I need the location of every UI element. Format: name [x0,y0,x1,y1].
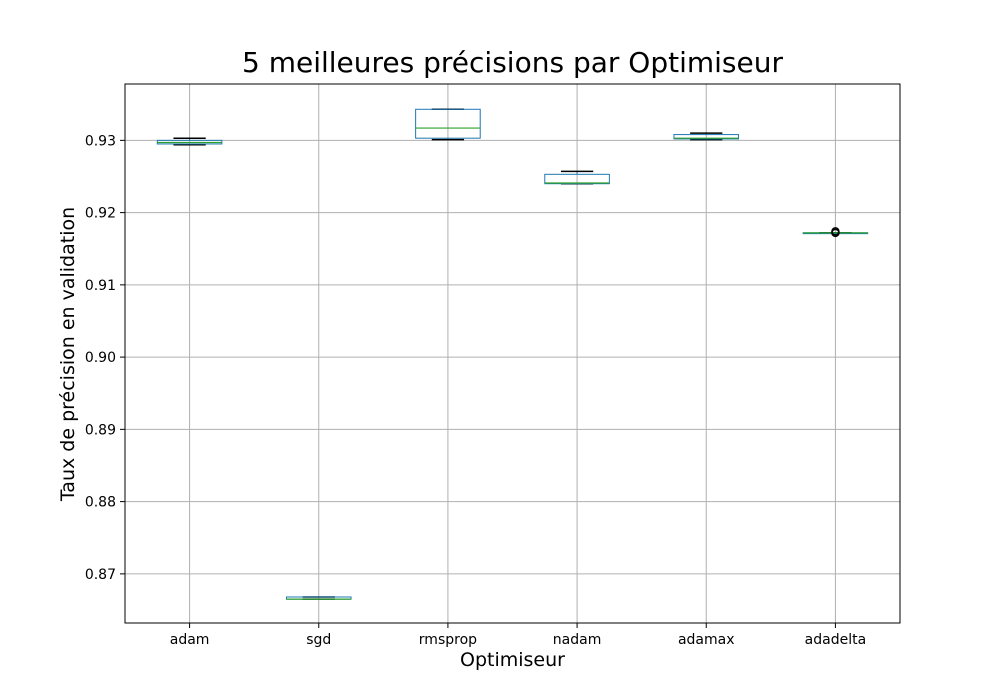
y-tick-label: 0.91 [85,278,116,294]
box-body [415,108,481,139]
y-tick-label: 0.92 [85,206,116,222]
y-tick-label: 0.90 [85,350,116,366]
x-axis-label: Optimiseur [460,649,565,671]
y-tick-label: 0.88 [85,495,116,511]
x-tick-label: sgd [306,632,331,648]
plot-frame [124,83,901,624]
box-body [673,134,740,140]
x-tick-label: rmsprop [419,632,477,648]
x-tick-label: nadam [553,632,602,648]
x-tick-label: adadelta [805,632,867,648]
y-tick-label: 0.93 [85,133,116,149]
y-tick-label: 0.89 [85,422,116,438]
x-tick-label: adam [170,632,210,648]
y-tick-label: 0.87 [85,567,116,583]
chart-title: 5 meilleures précisions par Optimiseur [242,46,783,79]
outlier-point [831,228,840,238]
box-body [544,173,610,185]
x-tick-label: adamax [678,632,735,648]
